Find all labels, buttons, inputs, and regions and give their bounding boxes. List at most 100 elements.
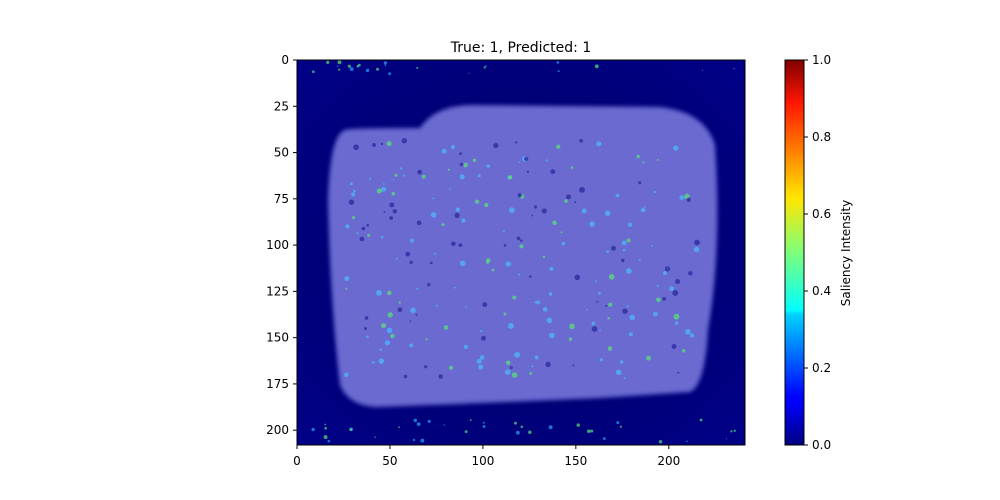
- saliency-speck: [548, 425, 553, 430]
- saliency-speck: [516, 236, 521, 241]
- saliency-speck: [556, 144, 561, 149]
- y-tick-label: 25: [274, 99, 289, 113]
- saliency-speck: [367, 233, 371, 237]
- saliency-speck: [429, 261, 433, 265]
- saliency-speck: [673, 313, 680, 320]
- saliency-speck: [656, 158, 659, 161]
- saliency-speck: [638, 259, 641, 262]
- saliency-speck: [545, 361, 551, 368]
- saliency-speck: [491, 268, 495, 272]
- saliency-speck: [629, 314, 636, 321]
- saliency-speck: [549, 332, 555, 339]
- saliency-speck: [569, 323, 575, 330]
- saliency-speck: [347, 64, 351, 68]
- saliency-speck: [542, 255, 546, 259]
- saliency-speck: [663, 271, 667, 275]
- saliency-speck: [485, 65, 488, 67]
- saliency-speck: [463, 162, 468, 168]
- saliency-speck: [365, 68, 370, 73]
- saliency-speck: [656, 297, 661, 303]
- saliency-speck: [412, 438, 416, 442]
- saliency-speck: [620, 258, 625, 263]
- saliency-speck: [479, 355, 485, 360]
- colorbar-tick-label: 0.8: [812, 130, 831, 144]
- saliency-speck: [658, 439, 663, 444]
- saliency-speck: [359, 236, 365, 242]
- saliency-speck: [518, 273, 521, 276]
- saliency-speck: [435, 304, 438, 307]
- saliency-speck: [607, 346, 613, 351]
- saliency-speck: [380, 235, 384, 239]
- saliency-speck: [619, 360, 624, 364]
- saliency-speck: [349, 428, 353, 432]
- saliency-speck: [386, 327, 393, 334]
- saliency-speck: [626, 305, 629, 308]
- colorbar-ticks: 0.0 0.2 0.4 0.6 0.8 1.0: [804, 53, 831, 452]
- saliency-speck: [390, 333, 395, 339]
- plot-frame: [296, 59, 746, 446]
- saliency-speck: [415, 313, 418, 316]
- saliency-speck: [381, 323, 387, 329]
- saliency-speck: [417, 169, 423, 175]
- saliency-speck: [311, 427, 315, 432]
- y-tick-label: 100: [266, 238, 289, 252]
- saliency-speck: [572, 364, 575, 367]
- saliency-speck: [326, 60, 330, 64]
- saliency-speck: [535, 300, 540, 305]
- saliency-speck: [382, 182, 385, 185]
- saliency-speck: [459, 152, 462, 155]
- y-tick-label: 200: [266, 423, 289, 437]
- y-tick-label: 50: [274, 146, 289, 160]
- saliency-speck: [324, 423, 327, 426]
- saliency-speck: [410, 238, 415, 243]
- saliency-speck: [493, 142, 499, 149]
- saliency-speck: [515, 430, 520, 435]
- saliency-speck: [383, 61, 388, 65]
- saliency-speck: [459, 260, 466, 267]
- saliency-speck: [344, 372, 349, 377]
- saliency-speck: [594, 64, 599, 69]
- saliency-speck: [638, 181, 642, 185]
- saliency-speck: [364, 316, 369, 320]
- saliency-speck: [509, 366, 513, 370]
- saliency-speck: [615, 369, 622, 376]
- saliency-speck: [427, 283, 431, 287]
- saliency-speck: [323, 435, 328, 440]
- saliency-speck: [534, 355, 539, 360]
- saliency-speck: [686, 197, 691, 203]
- saliency-speck: [606, 250, 610, 253]
- saliency-speck: [372, 143, 377, 148]
- saliency-speck: [398, 426, 400, 429]
- saliency-speck: [449, 188, 451, 191]
- saliency-speck: [524, 156, 529, 161]
- saliency-speck: [529, 275, 532, 278]
- saliency-speck: [425, 338, 428, 341]
- saliency-speck: [686, 440, 688, 443]
- saliency-speck: [503, 312, 507, 316]
- saliency-speck: [605, 304, 608, 308]
- y-tick-label: 0: [281, 53, 289, 67]
- saliency-speck: [608, 274, 615, 280]
- saliency-speck: [646, 355, 651, 361]
- saliency-speck: [531, 214, 534, 217]
- y-tick-label: 175: [266, 377, 289, 391]
- saliency-speck: [345, 224, 350, 229]
- saliency-speck: [514, 351, 521, 358]
- saliency-speck: [679, 195, 685, 200]
- saliency-speck: [450, 144, 456, 150]
- saliency-speck: [589, 221, 595, 227]
- saliency-speck: [376, 289, 382, 296]
- saliency-speck: [481, 335, 486, 341]
- saliency-speck: [409, 320, 412, 322]
- saliency-speck: [434, 252, 437, 255]
- saliency-speck: [455, 207, 461, 212]
- saliency-speck: [730, 430, 733, 433]
- saliency-speck: [672, 290, 679, 296]
- saliency-speck: [511, 372, 518, 378]
- saliency-speck: [653, 311, 658, 317]
- saliency-speck: [463, 344, 468, 350]
- saliency-speck: [699, 418, 703, 422]
- saliency-speck: [626, 238, 631, 243]
- saliency-speck: [380, 142, 384, 145]
- saliency-speck: [353, 144, 359, 151]
